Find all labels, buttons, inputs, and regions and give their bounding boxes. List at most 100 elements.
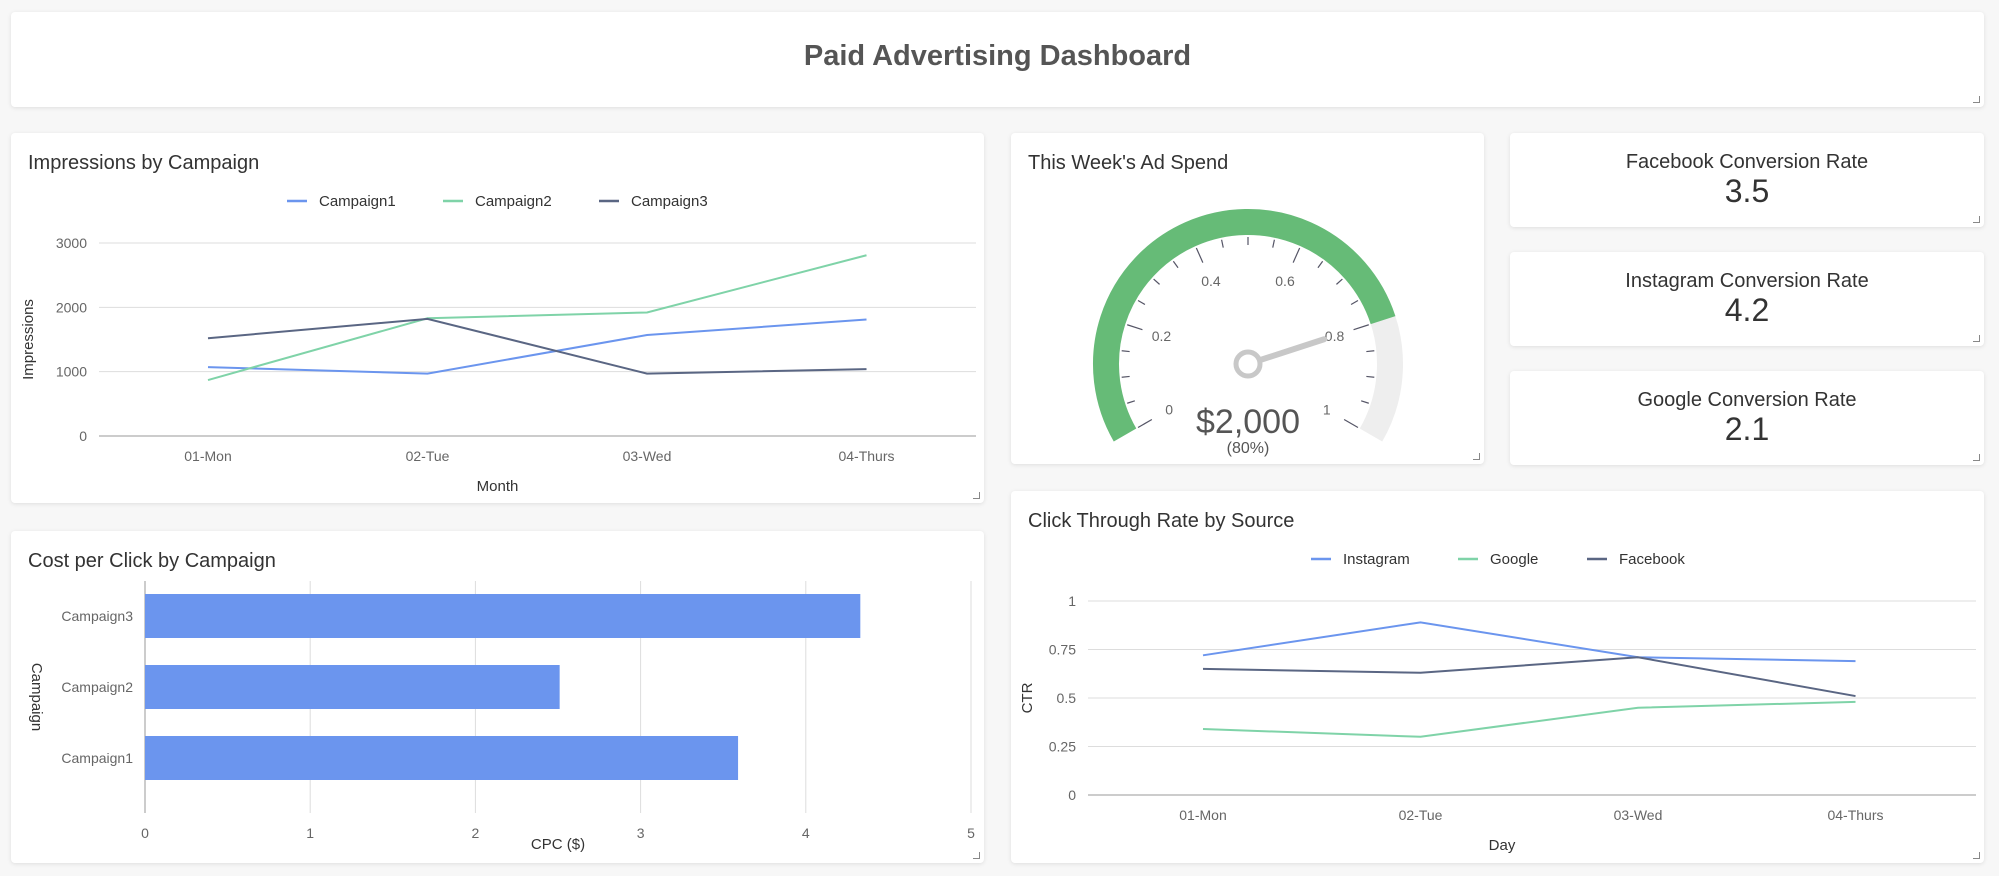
- y-axis-title: Impressions: [20, 299, 37, 380]
- resize-handle[interactable]: [1473, 453, 1480, 460]
- y-tick-label: Campaign1: [61, 750, 133, 766]
- gauge-percent: (80%): [1227, 440, 1270, 457]
- cpc-card: Cost per Click by Campaign 0 1 2 3 4 5 Campaig…: [11, 531, 984, 863]
- gauge-major-tick: [1195, 247, 1204, 263]
- y-tick-label: Campaign3: [61, 608, 133, 624]
- x-tick-label: 04-Thurs: [838, 448, 894, 464]
- cpc-title: Cost per Click by Campaign: [28, 550, 276, 572]
- y-tick-label: 3000: [56, 235, 87, 251]
- ctr-chart: Instagram Google Facebook 0 0.25 0.5 0.75 1 01-M…: [1019, 551, 1976, 854]
- legend-label: Facebook: [1619, 551, 1685, 568]
- x-tick-label: 01-Mon: [184, 448, 231, 464]
- x-tick-label: 0: [141, 825, 149, 841]
- x-tick-label: 4: [802, 825, 810, 841]
- legend-label: Instagram: [1343, 551, 1410, 568]
- y-axis-title: CTR: [1019, 682, 1036, 713]
- x-axis-title: Day: [1489, 837, 1516, 854]
- legend-label: Campaign3: [631, 193, 708, 210]
- x-tick-label: 03-Wed: [623, 448, 672, 464]
- kpi-card-google: Google Conversion Rate 2.1: [1510, 371, 1984, 465]
- gauge-minor-tick: [1221, 239, 1224, 248]
- ad-spend-gauge: 0 0.2 0.4 0.6 0.8 1 $2,000(80%): [1093, 209, 1403, 457]
- gauge-minor-tick: [1121, 375, 1130, 378]
- y-tick-label: Campaign2: [61, 679, 133, 695]
- x-tick-label: 02-Tue: [406, 448, 450, 464]
- legend-label: Campaign2: [475, 193, 552, 210]
- resize-handle[interactable]: [973, 852, 980, 859]
- kpi-card-facebook: Facebook Conversion Rate 3.5: [1510, 133, 1984, 227]
- gauge-minor-tick: [1366, 350, 1375, 353]
- kpi-value: 4.2: [1724, 292, 1770, 328]
- y-tick-label: 0.75: [1049, 642, 1076, 658]
- resize-handle[interactable]: [1973, 852, 1980, 859]
- x-tick-label: 2: [472, 825, 480, 841]
- kpi-label: Facebook Conversion Rate: [1625, 151, 1869, 173]
- gauge-tick-label: 1: [1323, 402, 1331, 418]
- x-tick-label: 02-Tue: [1399, 807, 1443, 823]
- gauge-minor-tick: [1121, 350, 1130, 353]
- impressions-title: Impressions by Campaign: [28, 152, 260, 174]
- gauge-tick-label: 0.6: [1275, 273, 1295, 289]
- gauge-major-tick: [1292, 247, 1301, 263]
- bar: [145, 736, 739, 780]
- legend-label: Google: [1490, 551, 1538, 568]
- y-tick-label: 1: [1068, 593, 1076, 609]
- kpi-label: Instagram Conversion Rate: [1625, 270, 1869, 292]
- y-tick-label: 0.25: [1049, 739, 1076, 755]
- kpi-card-instagram: Instagram Conversion Rate 4.2: [1510, 252, 1984, 346]
- ctr-title: Click Through Rate by Source: [1028, 510, 1295, 532]
- gauge-value: $2,000: [1196, 403, 1300, 441]
- gauge-minor-tick: [1153, 278, 1160, 285]
- gauge-hub: [1233, 349, 1263, 379]
- gauge-minor-tick: [1272, 239, 1275, 248]
- y-tick-label: 0.5: [1057, 690, 1077, 706]
- gauge-minor-tick: [1137, 299, 1146, 306]
- dashboard-title: Paid Advertising Dashboard: [803, 40, 1192, 72]
- x-tick-label: 5: [967, 825, 975, 841]
- y-axis-title: Campaign: [28, 663, 45, 731]
- impressions-chart: Campaign1 Campaign2 Campaign3 0 1000 2000 3000…: [20, 193, 976, 495]
- resize-handle[interactable]: [1973, 454, 1980, 461]
- series-line: [207, 254, 867, 381]
- ctr-card: Click Through Rate by Source Instagram Go…: [1011, 491, 1984, 863]
- gauge-tick-label: 0.2: [1152, 328, 1172, 344]
- gauge-minor-tick: [1360, 400, 1369, 404]
- gauge-major-tick: [1343, 418, 1359, 429]
- kpi-label: Google Conversion Rate: [1637, 389, 1857, 411]
- bar: [145, 665, 560, 709]
- kpi-value: 3.5: [1724, 173, 1770, 209]
- resize-handle[interactable]: [1973, 216, 1980, 223]
- gauge-fill: [1093, 209, 1396, 442]
- gauge-minor-tick: [1317, 260, 1324, 269]
- y-tick-label: 1000: [56, 364, 87, 380]
- gauge-minor-tick: [1127, 400, 1136, 404]
- series-line: [1202, 656, 1856, 698]
- gauge-minor-tick: [1336, 278, 1343, 285]
- gauge-minor-tick: [1350, 299, 1359, 306]
- resize-handle[interactable]: [1973, 96, 1980, 103]
- series-line: [207, 317, 867, 375]
- ad-spend-title: This Week's Ad Spend: [1028, 152, 1229, 174]
- x-tick-label: 3: [637, 825, 645, 841]
- legend-label: Campaign1: [319, 193, 396, 210]
- ad-spend-card: This Week's Ad Spend 0 0.2 0.4 0.6 0.8 1 $2,00…: [1011, 133, 1484, 464]
- gauge-tick-label: 0.8: [1325, 328, 1345, 344]
- series-line: [1202, 621, 1856, 663]
- gauge-minor-tick: [1366, 375, 1375, 378]
- x-tick-label: 03-Wed: [1614, 807, 1663, 823]
- series-line: [1202, 700, 1856, 738]
- impressions-card: Impressions by Campaign Campaign1 Campaig…: [11, 133, 984, 503]
- gauge-major-tick: [1137, 418, 1153, 429]
- gauge-major-tick: [1127, 324, 1143, 331]
- resize-handle[interactable]: [1973, 335, 1980, 342]
- x-tick-label: 1: [306, 825, 314, 841]
- gauge-tick-label: 0: [1165, 402, 1173, 418]
- y-tick-label: 2000: [56, 299, 87, 315]
- dashboard-header: Paid Advertising Dashboard: [11, 12, 1984, 107]
- series-line: [207, 318, 867, 375]
- y-tick-label: 0: [1068, 787, 1076, 803]
- y-tick-label: 0: [79, 428, 87, 444]
- x-tick-label: 01-Mon: [1179, 807, 1226, 823]
- resize-handle[interactable]: [973, 492, 980, 499]
- gauge-tick-label: 0.4: [1201, 273, 1221, 289]
